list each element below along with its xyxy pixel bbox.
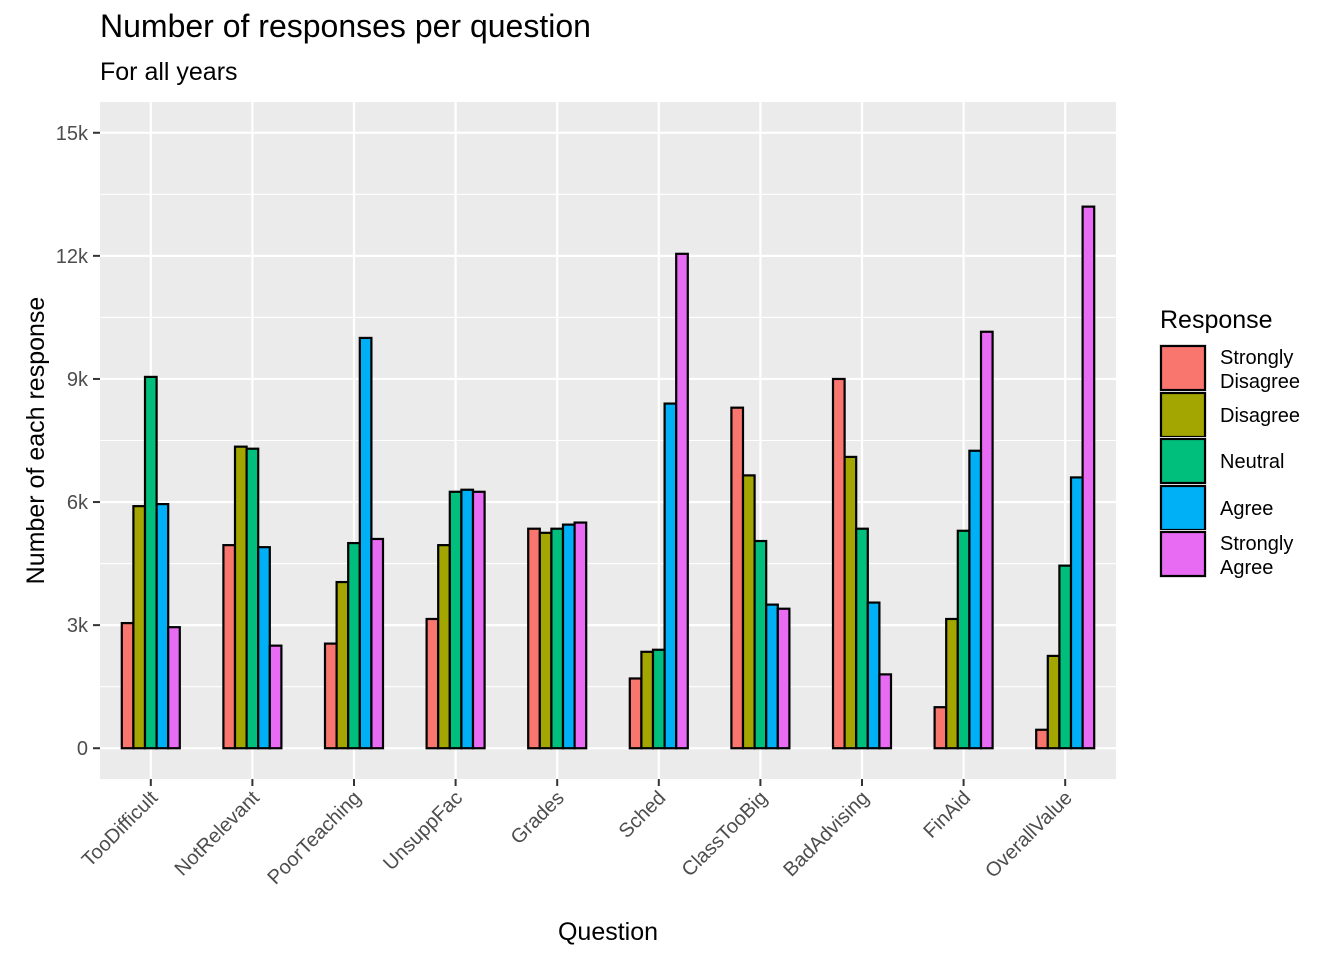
bar-TooDifficult-Disagree [132,505,147,750]
bar-PoorTeaching-Strongly-Disagree [323,642,338,750]
bar-Sched-Neutral [651,648,666,750]
legend-key-Strongly-Disagree [1159,344,1207,392]
x-tick-label: ClassTooBig [678,787,772,881]
y-tick-label: 6k [67,492,89,514]
bar-TooDifficult-Strongly-Agree [167,626,181,750]
legend-label: Strongly [1220,347,1293,369]
bar-NotRelevant-Disagree [233,445,248,750]
bar-Sched-Disagree [640,650,655,750]
bar-ClassTooBig-Neutral [753,539,768,750]
y-tick-label: 12k [56,246,89,268]
bar-UnsuppFac-Neutral [448,490,463,750]
legend-key-Disagree [1159,391,1207,439]
bar-PoorTeaching-Strongly-Agree [370,537,385,750]
legend-title: Response [1160,306,1273,334]
x-tick-label: Sched [615,787,671,843]
bar-FinAid-Agree [968,449,983,750]
legend-label: Disagree [1220,371,1300,393]
bar-PoorTeaching-Neutral [347,541,361,750]
x-tick-label: PoorTeaching [263,787,365,889]
x-tick-label: NotRelevant [171,787,265,881]
bar-Sched-Strongly-Disagree [628,677,643,750]
bar-TooDifficult-Agree [155,502,170,750]
bar-BadAdvising-Disagree [843,455,858,750]
legend: Response StronglyDisagreeDisagreeNeutral… [1159,306,1300,579]
legend-label: Disagree [1220,405,1300,427]
y-tick-label: 3k [67,615,89,637]
y-tick-label: 9k [67,369,89,391]
bar-NotRelevant-Agree [257,546,271,750]
bar-PoorTeaching-Disagree [335,580,350,750]
legend-key-Strongly-Agree [1159,530,1207,578]
bar-NotRelevant-Strongly-Disagree [222,544,237,750]
legend-label: Neutral [1220,451,1284,473]
bar-OverallValue-Agree [1069,476,1084,750]
bar-BadAdvising-Neutral [855,527,869,750]
bar-Grades-Strongly-Agree [573,521,588,750]
bars [120,205,1096,750]
bar-UnsuppFac-Agree [460,488,475,750]
bar-UnsuppFac-Disagree [437,544,451,750]
x-tick-label: UnsuppFac [379,787,467,875]
bar-Sched-Agree [663,402,678,750]
bar-OverallValue-Disagree [1046,654,1061,750]
bar-Grades-Neutral [550,527,565,750]
bar-Grades-Agree [561,523,576,750]
chart-title: Number of responses per question [100,8,591,44]
bar-FinAid-Disagree [945,617,959,750]
legend-key-Agree [1159,484,1207,532]
bar-ClassTooBig-Agree [765,603,779,750]
legend-key-Neutral [1159,437,1207,485]
y-tick-label: 15k [56,123,89,145]
bar-ClassTooBig-Disagree [741,474,756,750]
bar-Grades-Strongly-Disagree [527,527,541,750]
bar-FinAid-Strongly-Disagree [933,706,948,750]
bar-UnsuppFac-Strongly-Agree [471,490,486,750]
bar-OverallValue-Strongly-Agree [1081,205,1096,750]
bar-OverallValue-Strongly-Disagree [1035,728,1049,750]
x-tick-label: TooDifficult [78,787,163,872]
bar-Grades-Disagree [538,531,553,750]
x-axis-label: Question [558,918,658,946]
bar-FinAid-Neutral [956,529,971,750]
bar-ClassTooBig-Strongly-Disagree [730,406,745,750]
legend-label: Agree [1220,557,1273,579]
legend-label: Agree [1220,498,1273,520]
bar-ClassTooBig-Strongly-Agree [776,607,791,750]
x-axis: TooDifficult NotRelevant PoorTeaching Unsup… [78,779,1077,889]
bar-BadAdvising-Strongly-Agree [878,673,893,750]
bar-BadAdvising-Agree [866,601,881,750]
x-tick-label: BadAdvising [779,787,873,881]
legend-label: Strongly [1220,533,1293,555]
chart-subtitle: For all years [100,58,238,86]
bar-PoorTeaching-Agree [358,336,373,750]
y-axis: 0 3k 6k 9k 12k 15k [56,123,100,760]
bar-FinAid-Strongly-Agree [979,330,994,750]
x-tick-label: OverallValue [981,787,1076,882]
bar-BadAdvising-Strongly-Disagree [831,377,846,750]
y-axis-label: Number of each response [22,297,50,585]
y-tick-label: 0 [77,738,88,760]
bar-TooDifficult-Strongly-Disagree [120,621,135,750]
bar-OverallValue-Neutral [1058,564,1073,750]
bar-NotRelevant-Strongly-Agree [268,644,283,750]
x-tick-label: Grades [507,787,569,849]
bar-Sched-Strongly-Agree [675,252,689,750]
bar-UnsuppFac-Strongly-Disagree [425,617,440,750]
x-tick-label: FinAid [919,787,975,843]
bar-TooDifficult-Neutral [143,375,158,750]
bar-NotRelevant-Neutral [245,447,260,750]
